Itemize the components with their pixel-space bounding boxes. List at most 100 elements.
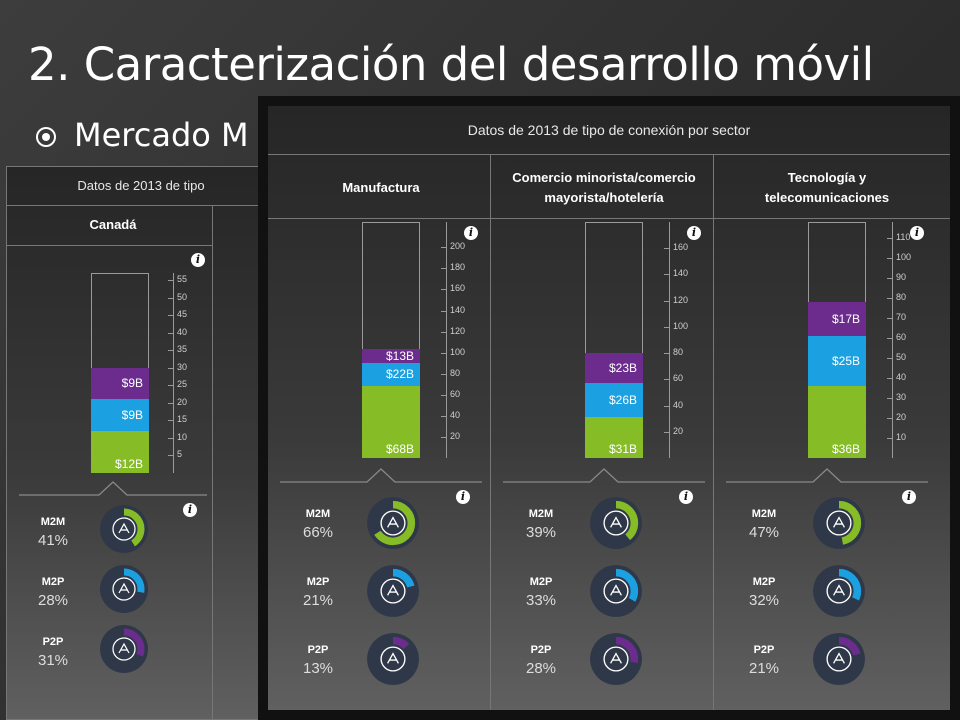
info-icon: i [456,490,470,504]
connection-label: M2M [528,508,554,520]
y-axis-tick-label: 25 [177,379,188,390]
y-axis-line [892,222,893,458]
y-axis-tick-label: 100 [450,346,466,357]
y-axis-tick [168,315,174,317]
column-title-line: mayorista/hotelería [544,190,664,205]
connection-label: M2P [529,576,553,588]
y-axis-tick-label: 80 [450,367,461,378]
y-axis-tick [168,402,174,404]
y-axis-tick [887,258,893,259]
connection-label: P2P [307,644,329,656]
y-axis-tick-label: 120 [673,294,689,305]
connection-label: P2P [530,644,552,656]
divider-notch [19,481,207,496]
y-axis-tick-label: 140 [673,268,689,279]
bullet-text: Mercado M [74,116,249,154]
y-axis-tick-label: 90 [896,272,907,282]
bar-segment-label: $26B [608,392,637,407]
y-axis-tick [887,338,893,339]
column-title: Comercio minorista/comercio mayorista/hot… [499,168,709,208]
y-axis-tick [441,352,447,354]
y-axis-tick-label: 40 [450,409,461,420]
bar-segment-label: $17B [831,311,860,326]
connection-label: M2P [752,576,776,588]
y-axis-tick-label: 60 [673,373,684,384]
connection-percent: 47% [748,524,780,541]
connection-percent: 33% [525,592,557,609]
y-axis-tick [664,405,670,407]
y-axis-tick [887,238,893,239]
y-axis-tick [168,420,174,422]
info-icon: i [679,490,693,504]
y-axis-tick-label: 50 [896,352,907,362]
y-axis-tick-label: 20 [896,412,907,422]
y-axis-tick [168,455,174,457]
y-axis-tick-label: 100 [896,252,912,262]
bar-segment-purple: $13B [362,349,420,363]
bar-segment-label: $22B [385,367,414,382]
y-axis-line [446,222,447,458]
y-axis-tick-label: 50 [177,291,188,302]
back-card-header: Datos de 2013 de tipo [7,167,275,206]
y-axis-tick [441,268,447,270]
y-axis-tick-label: 110 [896,232,911,242]
info-icon: i [902,490,916,504]
divider-notch [503,468,705,483]
y-axis-tick-label: 80 [896,292,907,302]
info-icon: i [687,226,701,240]
back-card-canada: Datos de 2013 de tipo Canadái$57BVAS$30B… [6,166,276,720]
bar-segment-label: $13B [385,349,414,364]
bar-segment-label: $31B [608,441,637,456]
y-axis-tick-label: 120 [450,325,466,336]
column-title: Tecnología y telecomunicaciones [722,168,932,208]
y-axis-tick [168,437,174,439]
y-axis-tick-label: 40 [177,326,188,337]
bar-segment-blue: $25B [808,336,866,386]
y-axis-tick-label: 60 [450,388,461,399]
info-icon: i [191,253,205,267]
p2p-donut-icon [590,633,642,685]
connection-percent: 32% [748,592,780,609]
front-card-sectors: Datos de 2013 de tipo de conexión por se… [258,96,960,720]
connection-label: M2M [40,516,66,528]
y-axis-tick-label: 15 [177,414,188,425]
y-axis-tick-label: 160 [673,242,689,253]
p2p-donut-icon [367,633,419,685]
connection-percent: 21% [748,660,780,677]
y-axis-tick [441,310,447,312]
bar-segment-blue: $9B [91,399,149,431]
p2p-donut-icon [100,625,148,673]
info-icon: i [910,226,924,240]
connection-label: M2M [305,508,331,520]
y-axis-tick-label: 10 [896,432,907,442]
bar-segment-label: $9B [121,376,143,391]
connection-label: M2M [751,508,777,520]
connection-percent: 66% [302,524,334,541]
m2m-donut-icon [813,497,865,549]
y-axis-tick [168,332,174,334]
y-axis-tick [887,438,893,439]
m2m-donut-icon [100,505,148,553]
y-axis-tick [168,297,174,299]
y-axis-tick [441,247,447,249]
column-title: Manufactura [276,178,486,198]
y-axis-tick [664,248,670,250]
y-axis-tick-label: 140 [450,304,466,315]
column-divider [490,154,491,710]
bullet-circle-icon [36,127,56,147]
y-axis-tick [887,298,893,299]
bar-segment-label: $12B [114,456,143,471]
column-title-line: Canadá [89,217,137,232]
bar-segment-purple: $9B [91,367,149,400]
bar-segment-label: $68B [385,441,414,456]
bar-segment-blue: $26B [585,383,643,418]
bar-segment-green: $36B [808,386,866,458]
y-axis-tick-label: 200 [450,241,466,252]
m2p-donut-icon [813,565,865,617]
m2p-donut-icon [590,565,642,617]
y-axis-tick [887,318,893,319]
connection-percent: 28% [525,660,557,677]
y-axis-tick [664,353,670,355]
front-card-header: Datos de 2013 de tipo de conexión por se… [268,106,950,155]
column-title: Canadá [13,215,213,235]
